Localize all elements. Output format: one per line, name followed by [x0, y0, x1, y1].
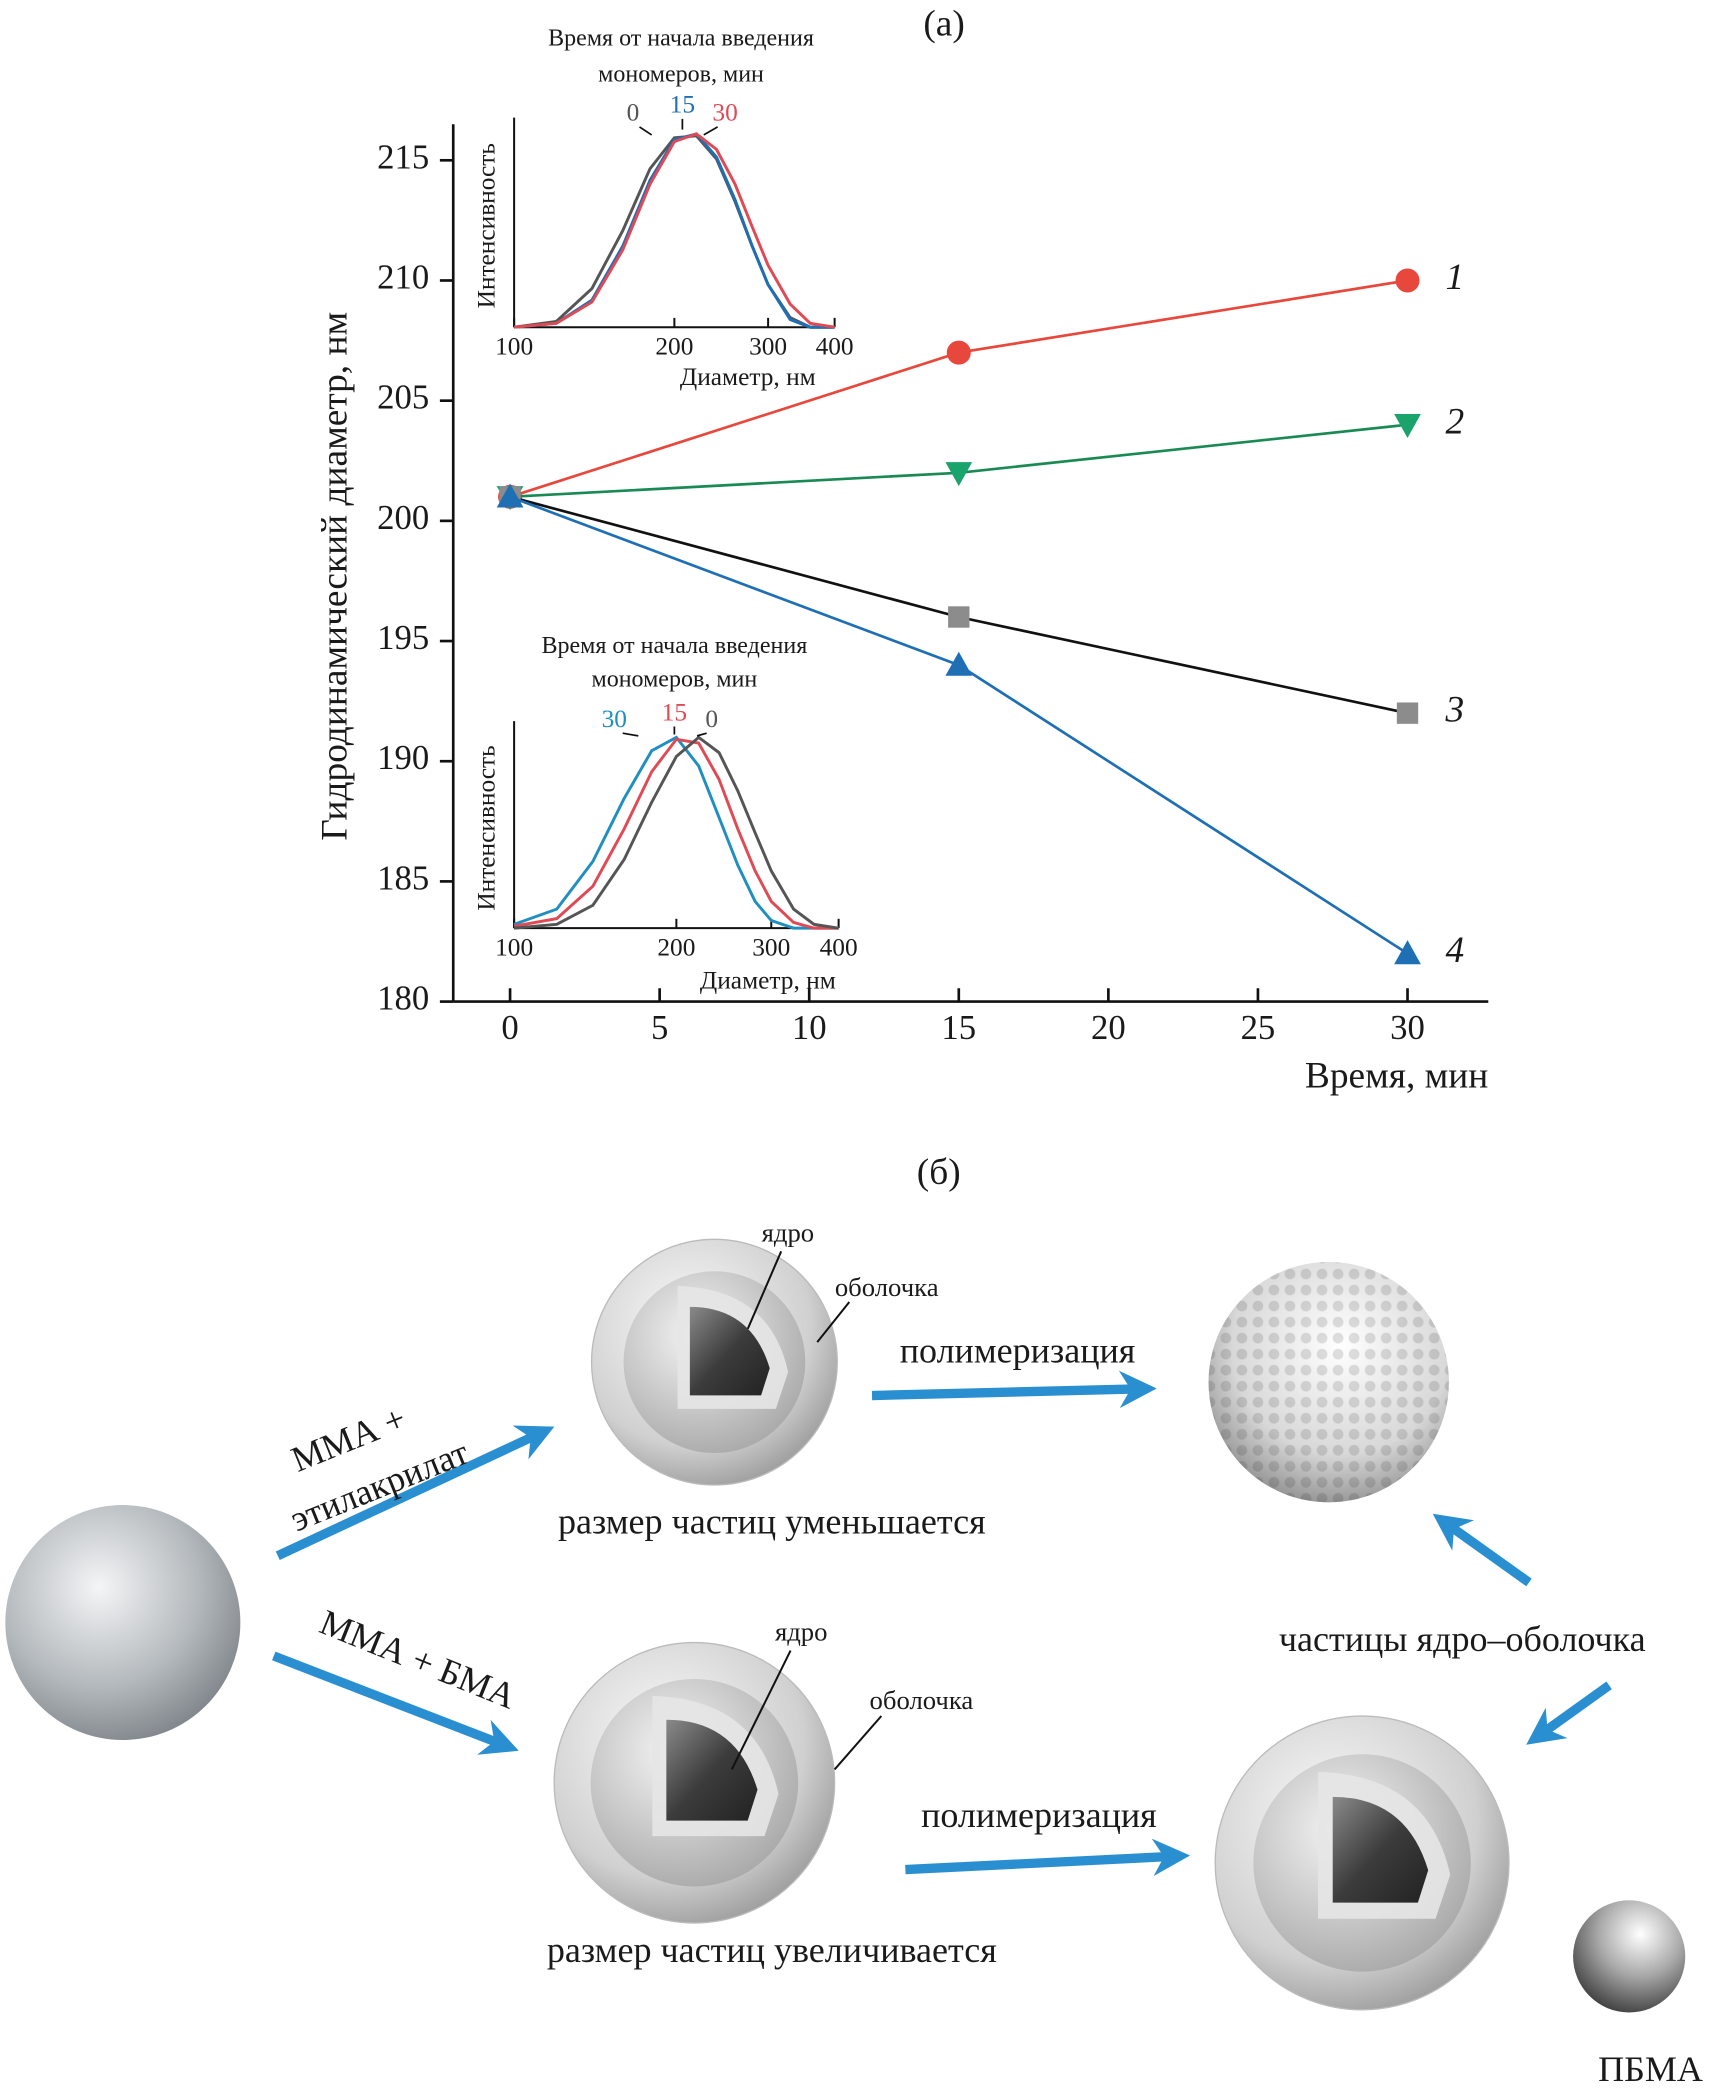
marker: [946, 340, 971, 365]
y-tick-label: 210: [377, 257, 429, 296]
y-tick-label: 180: [377, 979, 429, 1018]
series-label: 1: [1446, 257, 1465, 298]
core-shell-label: частицы ядро–оболочка: [1279, 1619, 1646, 1659]
series-label: 0: [705, 705, 718, 733]
particle: [5, 1505, 241, 1741]
y-tick-label: 200: [377, 498, 429, 537]
panel-label: (а): [923, 3, 964, 44]
inset-title: Время от начала введения: [548, 26, 814, 52]
arrow: [871, 1370, 1157, 1409]
x-axis-label: Диаметр, нм: [700, 967, 836, 995]
series-line: [513, 735, 839, 930]
series-label: 0: [627, 99, 640, 127]
inset-title: мономеров, мин: [592, 667, 758, 693]
y-axis-label: Гидродинамический диаметр, нм: [314, 312, 355, 841]
series-label: 4: [1446, 930, 1465, 971]
step: полимеризация: [921, 1795, 1157, 1835]
y-tick-label: 195: [377, 618, 429, 657]
inset-title: мономеров, мин: [598, 62, 764, 88]
x-tick-label: 100: [495, 332, 533, 360]
leader: [746, 1250, 783, 1330]
marker: [1394, 414, 1421, 439]
x-axis-label: Диаметр, нм: [680, 363, 816, 391]
marker: [945, 651, 973, 676]
marker: [1395, 268, 1420, 293]
x-tick-label: 0: [501, 1008, 518, 1047]
arrow: [1432, 1513, 1532, 1587]
shell-label: оболочка: [870, 1685, 974, 1715]
x-tick-label: 300: [749, 332, 787, 360]
series-line: [513, 132, 835, 329]
y-tick-label: 215: [377, 137, 429, 176]
leader: [730, 1650, 792, 1770]
core-label: ядро: [775, 1617, 828, 1647]
x-tick-label: 400: [816, 332, 854, 360]
dimples: [1208, 1261, 1449, 1503]
x-tick-label: 400: [820, 933, 858, 961]
x-tick-label: 30: [1390, 1008, 1425, 1047]
marker: [945, 462, 973, 487]
step: полимеризация: [900, 1330, 1136, 1370]
label-leader: [696, 732, 707, 737]
series-line: [509, 495, 1409, 955]
series-label: 30: [602, 705, 627, 733]
x-tick-label: 100: [495, 933, 533, 961]
series-line: [513, 737, 839, 930]
series-label: 30: [712, 99, 737, 127]
leader: [816, 1301, 851, 1343]
label-leader: [622, 732, 639, 737]
series-label: 15: [670, 91, 695, 119]
leader: [833, 1715, 883, 1771]
inset-title: Время от начала введения: [541, 633, 807, 659]
arrow: [905, 1838, 1191, 1877]
shell-label: оболочка: [835, 1272, 939, 1302]
arrow: [272, 1651, 519, 1755]
y-axis-label: Интенсивность: [473, 143, 501, 308]
x-tick-label: 300: [752, 933, 790, 961]
diagram: (б) ММА + этилакрилат ММА + БМА полимери…: [5, 1152, 1703, 2089]
core: [689, 1306, 770, 1396]
x-tick-label: 200: [657, 933, 695, 961]
x-tick-label: 5: [651, 1008, 668, 1047]
x-axis-label: Время, мин: [1305, 1056, 1488, 1097]
x-tick-label: 200: [655, 332, 693, 360]
series-label: 15: [662, 698, 687, 726]
panel-label: (б): [917, 1152, 961, 1193]
pbma-label: ПБМА: [1598, 2049, 1703, 2089]
marker: [1396, 702, 1419, 724]
series-line: [513, 735, 839, 930]
x-tick-label: 15: [941, 1008, 976, 1047]
marker: [948, 606, 970, 628]
marker: [496, 483, 524, 508]
y-tick-label: 205: [377, 378, 429, 417]
y-tick-label: 185: [377, 858, 429, 897]
x-tick-label: 25: [1241, 1008, 1276, 1047]
result: размер частиц увеличивается: [547, 1930, 997, 1970]
arrow: [275, 1425, 555, 1561]
core: [1332, 1796, 1429, 1903]
series-label: 3: [1445, 690, 1465, 731]
x-tick-label: 20: [1091, 1008, 1126, 1047]
label-leader: [639, 126, 653, 136]
series-label: 2: [1446, 401, 1465, 442]
marker: [1394, 940, 1421, 965]
label-leader: [703, 126, 719, 136]
pbma-particle: [1573, 1900, 1686, 2013]
result: размер частиц уменьшается: [558, 1501, 986, 1541]
arrows: [272, 1370, 1612, 1877]
core: [666, 1719, 758, 1821]
x-tick-label: 10: [792, 1008, 827, 1047]
arrow: [1526, 1681, 1612, 1745]
y-tick-label: 190: [377, 738, 429, 777]
reagent: ММА + БМА: [314, 1602, 521, 1717]
core-label: ядро: [762, 1217, 815, 1247]
y-axis-label: Интенсивность: [473, 745, 501, 910]
